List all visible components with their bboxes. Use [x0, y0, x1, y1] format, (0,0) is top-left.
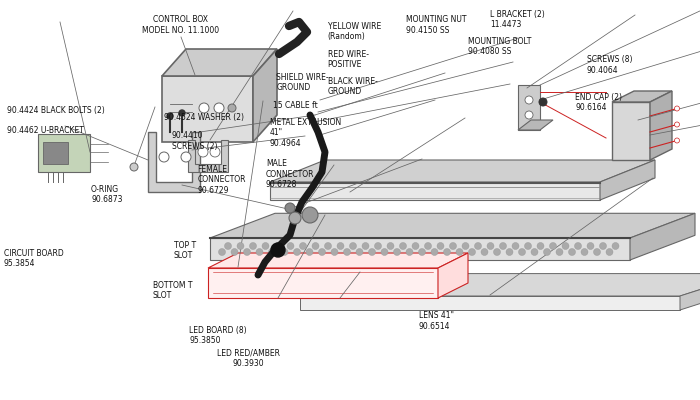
Circle shape [269, 248, 276, 256]
Circle shape [244, 248, 251, 256]
Circle shape [249, 242, 256, 250]
Circle shape [331, 248, 338, 256]
Circle shape [281, 248, 288, 256]
Circle shape [312, 242, 319, 250]
Circle shape [537, 242, 544, 250]
Text: LENS 41"
90.6514: LENS 41" 90.6514 [419, 311, 454, 330]
Circle shape [550, 242, 556, 250]
Polygon shape [650, 91, 672, 160]
Circle shape [519, 248, 526, 256]
Text: SHIELD WIRE-
GROUND: SHIELD WIRE- GROUND [276, 73, 329, 92]
Circle shape [612, 242, 619, 250]
Circle shape [512, 242, 519, 250]
Circle shape [387, 242, 394, 250]
Polygon shape [210, 213, 695, 238]
Polygon shape [208, 253, 468, 268]
Circle shape [462, 242, 469, 250]
Text: LED RED/AMBER
90.3930: LED RED/AMBER 90.3930 [217, 349, 280, 368]
Circle shape [181, 152, 191, 162]
Circle shape [456, 248, 463, 256]
Text: TOP T
SLOT: TOP T SLOT [174, 241, 196, 260]
Circle shape [167, 113, 173, 119]
Polygon shape [300, 296, 680, 310]
Polygon shape [518, 85, 540, 130]
Polygon shape [518, 120, 553, 130]
Circle shape [130, 163, 138, 171]
Circle shape [581, 248, 588, 256]
Text: MALE
CONNECTOR
90.6728: MALE CONNECTOR 90.6728 [266, 159, 314, 189]
Circle shape [300, 242, 307, 250]
Text: MOUNTING BOLT
90.4080 SS: MOUNTING BOLT 90.4080 SS [468, 37, 531, 56]
Polygon shape [148, 132, 200, 192]
Circle shape [525, 96, 533, 104]
Circle shape [271, 243, 285, 257]
Text: SCREWS (8)
90.4064: SCREWS (8) 90.4064 [587, 55, 632, 74]
Circle shape [575, 242, 582, 250]
Circle shape [362, 242, 369, 250]
Circle shape [400, 242, 407, 250]
Circle shape [274, 242, 281, 250]
Polygon shape [612, 102, 650, 160]
Polygon shape [630, 213, 695, 260]
Text: CONTROL BOX
MODEL NO. 11.1000: CONTROL BOX MODEL NO. 11.1000 [142, 15, 219, 34]
Circle shape [393, 248, 400, 256]
Circle shape [606, 248, 613, 256]
Circle shape [525, 111, 533, 119]
Circle shape [444, 248, 451, 256]
Polygon shape [612, 91, 672, 102]
Text: MOUNTING NUT
90.4150 SS: MOUNTING NUT 90.4150 SS [406, 15, 466, 34]
Circle shape [344, 248, 351, 256]
Circle shape [568, 248, 575, 256]
Polygon shape [438, 253, 468, 298]
Circle shape [225, 242, 232, 250]
Text: END CAP (2)
90.6164: END CAP (2) 90.6164 [575, 93, 622, 112]
Circle shape [599, 242, 606, 250]
Circle shape [487, 242, 494, 250]
Circle shape [468, 248, 475, 256]
Text: CIRCUIT BOARD
95.3854: CIRCUIT BOARD 95.3854 [4, 249, 63, 268]
Circle shape [198, 147, 208, 157]
Circle shape [228, 104, 236, 112]
Circle shape [412, 242, 419, 250]
Circle shape [302, 207, 318, 223]
Polygon shape [300, 274, 700, 296]
Text: RED WIRE-
POSITIVE: RED WIRE- POSITIVE [328, 50, 369, 69]
Circle shape [214, 103, 224, 113]
Text: 90.4462 U-BRACKET: 90.4462 U-BRACKET [7, 126, 84, 135]
Circle shape [256, 248, 263, 256]
Text: O-RING
90.6873: O-RING 90.6873 [91, 185, 122, 204]
Circle shape [237, 242, 244, 250]
Circle shape [318, 248, 326, 256]
Polygon shape [162, 76, 253, 142]
Text: FEMALE
CONNECTOR
90.6729: FEMALE CONNECTOR 90.6729 [197, 165, 246, 195]
Circle shape [231, 248, 238, 256]
Polygon shape [210, 238, 630, 260]
Circle shape [349, 242, 356, 250]
Polygon shape [208, 268, 438, 298]
Circle shape [368, 248, 375, 256]
Circle shape [675, 122, 680, 127]
Circle shape [325, 242, 332, 250]
Circle shape [262, 242, 269, 250]
Circle shape [159, 152, 169, 162]
Circle shape [556, 248, 563, 256]
Circle shape [524, 242, 531, 250]
Polygon shape [162, 49, 277, 76]
Circle shape [449, 242, 456, 250]
Circle shape [594, 248, 601, 256]
Text: BLACK WIRE-
GROUND: BLACK WIRE- GROUND [328, 77, 377, 96]
Circle shape [431, 248, 438, 256]
Text: 90.4410
SCREWS (2): 90.4410 SCREWS (2) [172, 131, 217, 150]
Circle shape [179, 110, 185, 116]
Polygon shape [270, 182, 600, 200]
Circle shape [587, 242, 594, 250]
Polygon shape [253, 49, 277, 142]
Circle shape [437, 242, 444, 250]
Text: YELLOW WIRE
(Random): YELLOW WIRE (Random) [328, 22, 381, 41]
Circle shape [539, 98, 547, 106]
Polygon shape [188, 140, 228, 172]
Circle shape [675, 138, 680, 143]
Circle shape [562, 242, 569, 250]
Circle shape [475, 242, 482, 250]
Circle shape [210, 147, 220, 157]
